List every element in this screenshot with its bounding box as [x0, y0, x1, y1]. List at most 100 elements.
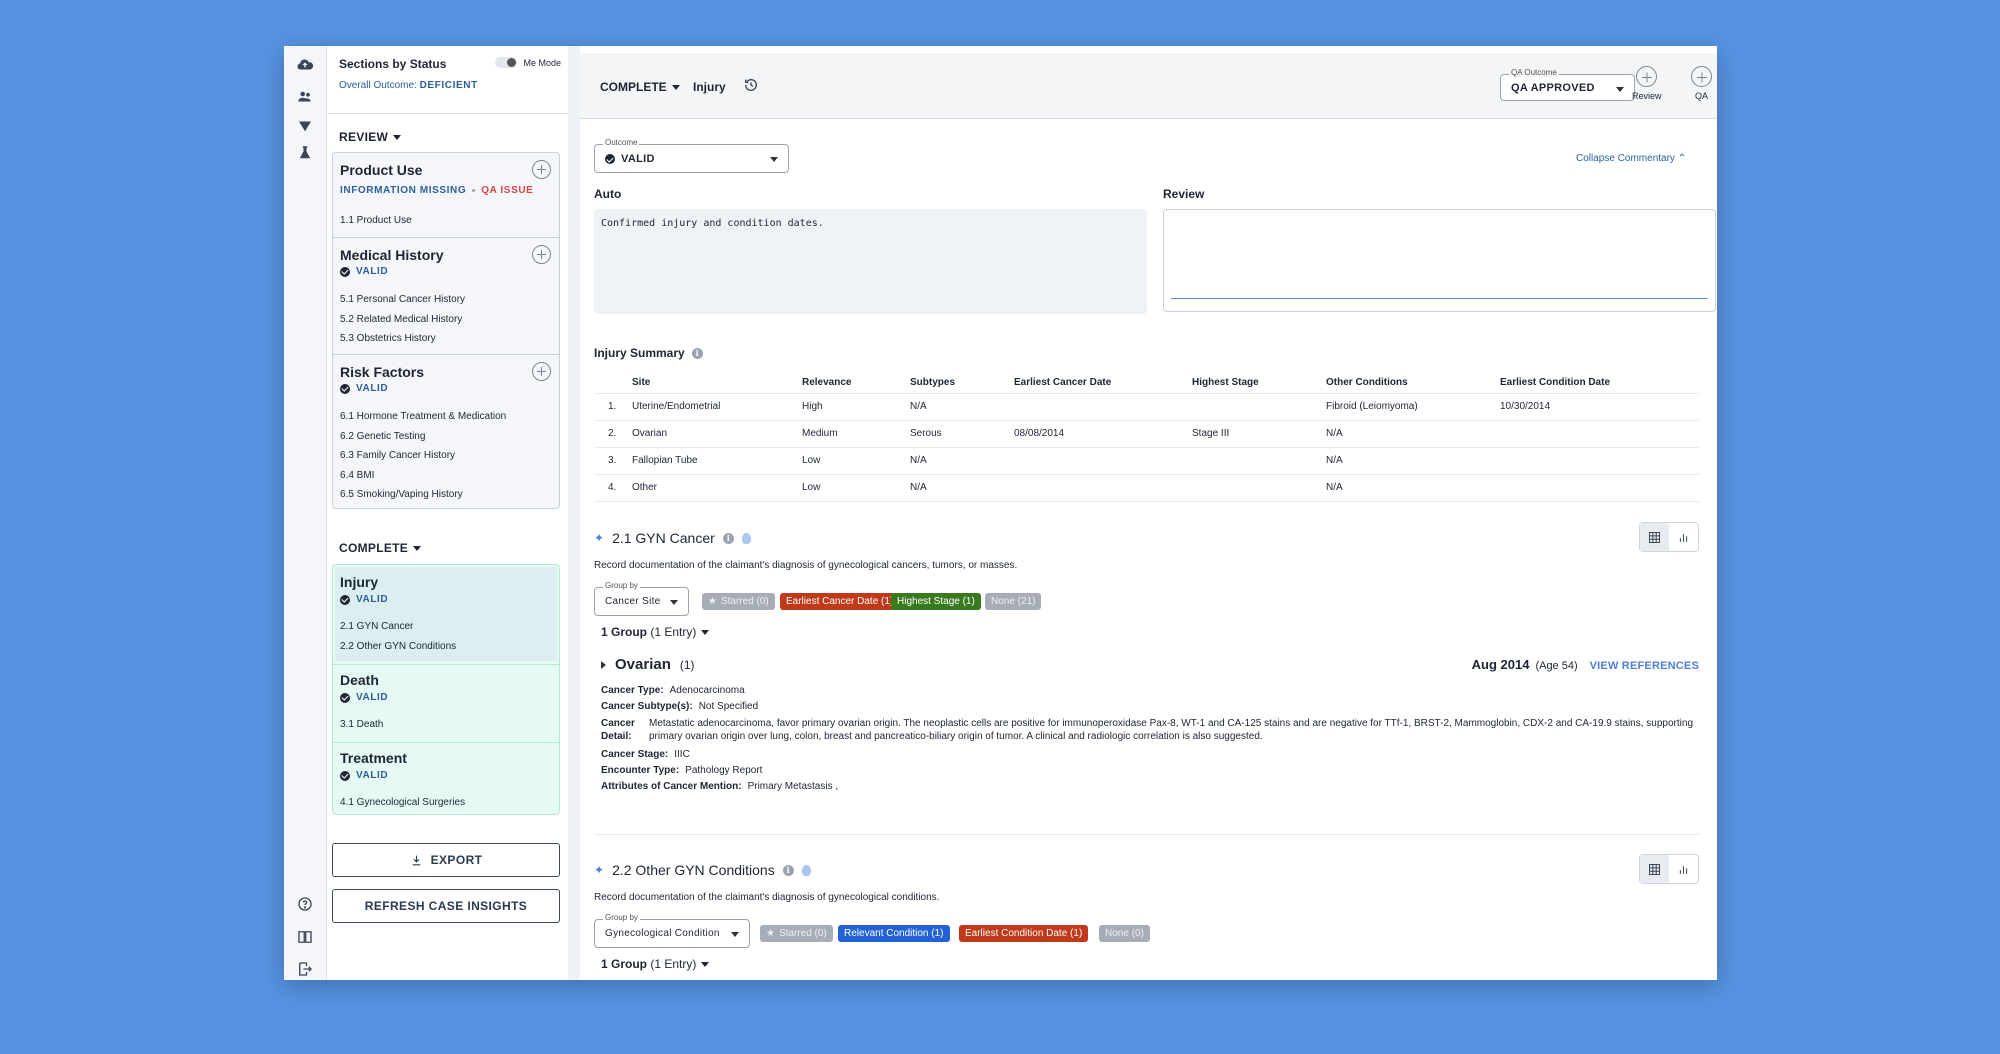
help-icon[interactable] [292, 891, 318, 917]
export-button[interactable]: EXPORT [332, 843, 560, 877]
entry-header[interactable]: Ovarian (1) [601, 656, 695, 673]
top-bar: COMPLETE Injury QA Outcome QA APPROVED R… [580, 53, 1717, 119]
section-injury[interactable]: Injury VALID 2.1 GYN Cancer 2.2 Other GY… [335, 567, 557, 661]
caret-down-icon [671, 85, 680, 91]
view-references-link[interactable]: VIEW REFERENCES [1589, 660, 1699, 672]
section-item[interactable]: 6.3 Family Cancer History [340, 450, 456, 461]
info-icon[interactable]: i [782, 864, 794, 876]
section-risk-factors[interactable]: Risk Factors VALID 6.1 Hormone Treatment… [333, 355, 559, 509]
group-by-select[interactable]: Group by Cancer Site [594, 581, 689, 616]
filter-chip-none[interactable]: None (0) [1099, 925, 1150, 942]
filter-chip-none[interactable]: None (21) [985, 593, 1042, 610]
add-comment-icon[interactable] [532, 245, 551, 264]
dot-separator [472, 189, 476, 192]
section-item[interactable]: 6.4 BMI [340, 470, 375, 481]
cloud-upload-icon[interactable] [292, 52, 318, 78]
table-cell [1014, 446, 1192, 474]
filter-chip-starred[interactable]: ★ Starred (0) [702, 593, 775, 610]
filter-chip-earliest-cancer-date[interactable]: Earliest Cancer Date (1) [780, 593, 900, 610]
group-count-toggle[interactable]: 1 Group (1 Entry) [601, 625, 710, 639]
caret-down-icon [701, 630, 710, 636]
table-cell: 08/08/2014 [1014, 419, 1192, 447]
section-treatment[interactable]: Treatment VALID 4.1 Gynecological Surger… [333, 743, 559, 815]
add-review-button[interactable]: Review [1632, 66, 1662, 101]
other-gyn-heading: ✦ 2.2 Other GYN Conditions i [594, 862, 811, 878]
filter-chip-starred[interactable]: ★ Starred (0) [760, 925, 833, 942]
logout-icon[interactable] [292, 956, 318, 980]
collapse-label: Collapse Commentary [1576, 153, 1675, 164]
status-dropdown[interactable]: COMPLETE [600, 80, 680, 94]
table-view-icon[interactable] [1640, 523, 1669, 551]
review-commentary-input[interactable] [1163, 209, 1716, 312]
users-icon[interactable] [292, 84, 318, 110]
check-circle-icon [340, 770, 350, 781]
section-item[interactable]: 6.2 Genetic Testing [340, 431, 426, 442]
refresh-insights-button[interactable]: REFRESH CASE INSIGHTS [332, 889, 560, 923]
add-comment-icon[interactable] [532, 362, 551, 381]
chart-view-icon[interactable] [1669, 523, 1698, 551]
chevron-up-icon: ⌃ [1677, 153, 1687, 164]
history-icon[interactable] [743, 77, 759, 98]
gyn-cancer-title: 2.1 GYN Cancer [612, 530, 715, 546]
flask-icon[interactable] [292, 140, 318, 166]
expand-icon[interactable] [601, 660, 606, 669]
section-death[interactable]: Death VALID 3.1 Death [333, 665, 559, 742]
group-by-select[interactable]: Group by Gynecological Condition [594, 913, 750, 948]
section-item[interactable]: 6.5 Smoking/Vaping History [340, 489, 463, 500]
section-item[interactable]: 4.1 Gynecological Surgeries [340, 797, 466, 808]
lightbulb-icon[interactable] [741, 532, 751, 544]
qa-action-label: QA [1694, 91, 1708, 101]
section-item[interactable]: 5.3 Obstetrics History [340, 333, 436, 344]
kv-value: IIIC [674, 749, 690, 760]
group-by-label: Group by [603, 581, 640, 590]
table-cell: 3. [594, 446, 632, 474]
table-cell [1192, 446, 1326, 474]
group-count-toggle[interactable]: 1 Group (1 Entry) [601, 957, 710, 971]
section-status: VALID [340, 594, 388, 605]
collapse-commentary-button[interactable]: Collapse Commentary ⌃ [1576, 153, 1686, 164]
section-item[interactable]: 1.1 Product Use [340, 215, 412, 226]
lightbulb-icon[interactable] [801, 864, 811, 876]
qa-outcome-select[interactable]: QA Outcome QA APPROVED [1500, 68, 1635, 101]
cancer-stage: Cancer Stage: IIIC [601, 749, 690, 760]
cancer-type: Cancer Type: Adenocarcinoma [601, 685, 745, 696]
sparkle-icon: ✦ [594, 531, 605, 545]
info-icon[interactable]: i [691, 347, 703, 359]
sparkle-icon: ✦ [594, 863, 605, 877]
outcome-select[interactable]: Outcome VALID [594, 138, 789, 173]
status-text: VALID [356, 692, 389, 703]
filter-chip-earliest-condition-date[interactable]: Earliest Condition Date (1) [959, 925, 1089, 942]
info-icon[interactable]: i [722, 532, 734, 544]
section-item[interactable]: 6.1 Hormone Treatment & Medication [340, 411, 507, 422]
add-qa-button[interactable]: QA [1691, 66, 1712, 101]
cancer-detail: Cancer Detail: Metastatic adenocarcinoma,… [601, 717, 1701, 743]
section-item[interactable]: 5.1 Personal Cancer History [340, 294, 466, 305]
divider [333, 742, 559, 743]
add-comment-icon[interactable] [532, 160, 551, 179]
check-circle-icon [340, 383, 350, 394]
section-item[interactable]: 5.2 Related Medical History [340, 314, 463, 325]
toggle-switch[interactable] [495, 57, 518, 68]
status-text: VALID [356, 594, 389, 605]
complete-group-toggle[interactable]: COMPLETE [339, 541, 422, 555]
chip-label: Highest Stage (1) [897, 596, 975, 607]
section-item[interactable]: 3.1 Death [340, 719, 384, 730]
me-mode-toggle[interactable]: Me Mode [495, 57, 561, 68]
table-row: 2. Ovarian Medium Serous 08/08/2014 Stage III… [594, 419, 1699, 447]
table-view-icon[interactable] [1640, 855, 1669, 883]
group-by-value: Gynecological Condition [605, 928, 720, 939]
filter-chip-relevant-condition[interactable]: Relevant Condition (1) [838, 925, 950, 942]
status-text: VALID [356, 770, 389, 781]
superhero-icon[interactable] [292, 113, 318, 139]
book-icon[interactable] [292, 924, 318, 950]
section-item[interactable]: 2.2 Other GYN Conditions [340, 641, 457, 652]
filter-chip-highest-stage[interactable]: Highest Stage (1) [891, 593, 981, 610]
chart-view-icon[interactable] [1669, 855, 1698, 883]
chevron-down-icon [770, 157, 778, 162]
divider [333, 354, 559, 355]
section-medical-history[interactable]: Medical History VALID 5.1 Personal Cance… [333, 238, 559, 354]
section-item[interactable]: 2.1 GYN Cancer [340, 621, 414, 632]
review-group-toggle[interactable]: REVIEW [339, 130, 402, 144]
section-product-use[interactable]: Product Use INFORMATION MISSING QA ISSUE… [333, 153, 559, 237]
section-title: Treatment [340, 750, 407, 766]
